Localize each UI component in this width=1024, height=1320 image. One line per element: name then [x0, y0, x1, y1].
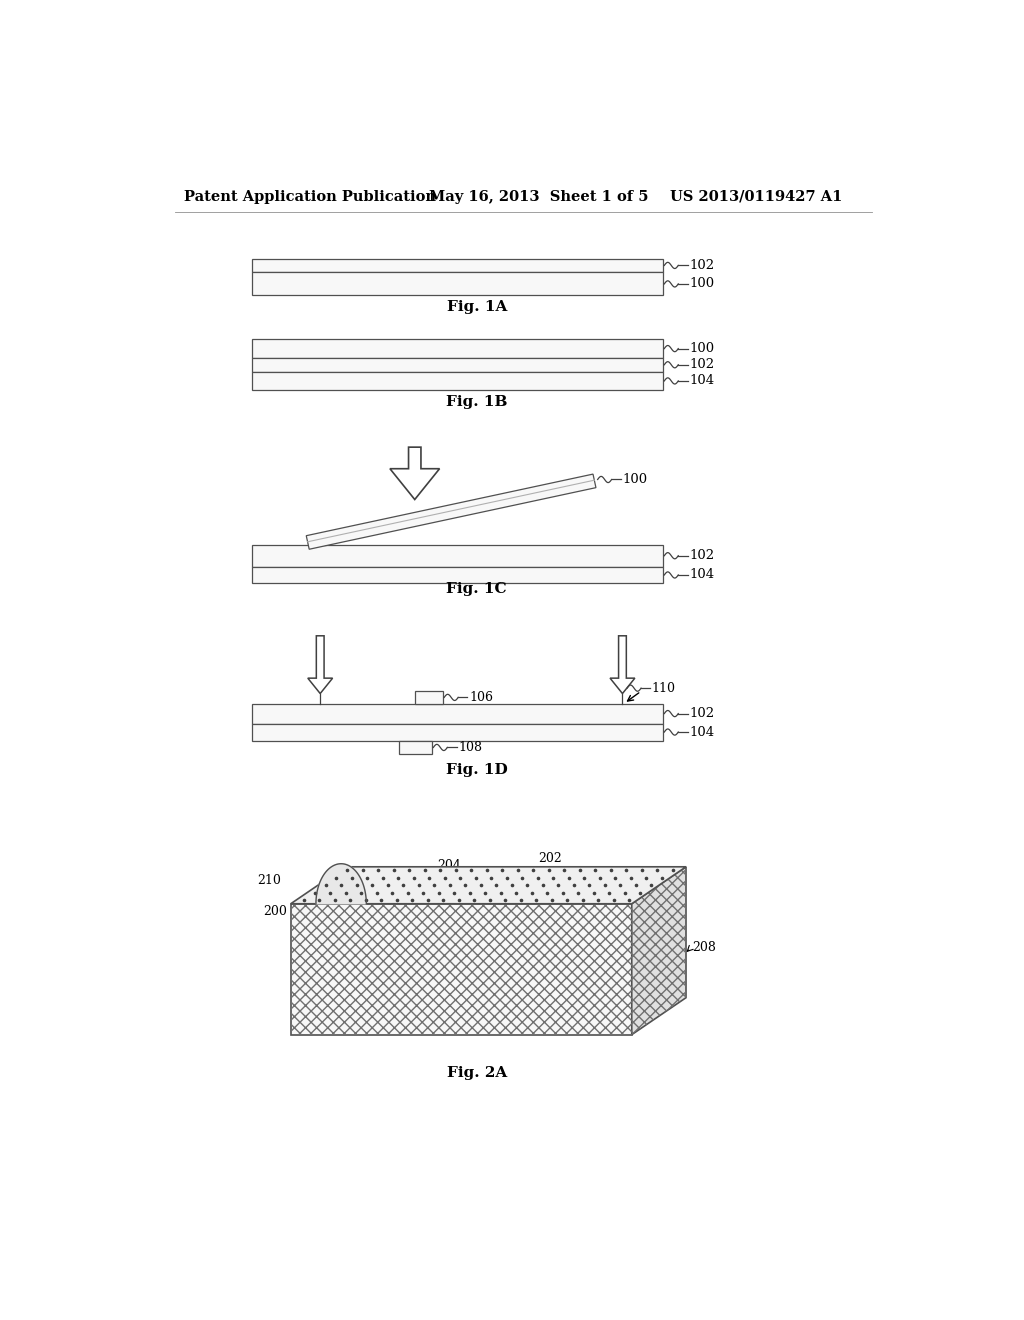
Polygon shape — [291, 867, 686, 904]
Polygon shape — [610, 636, 635, 693]
Text: 204: 204 — [437, 859, 461, 873]
Text: 202: 202 — [539, 853, 562, 865]
Text: 102: 102 — [689, 259, 714, 272]
Bar — [252, 372, 663, 391]
Text: 210: 210 — [258, 874, 282, 887]
Text: Fig. 2A: Fig. 2A — [446, 1067, 507, 1080]
Text: 110: 110 — [652, 681, 676, 694]
Bar — [252, 545, 663, 566]
Text: 200: 200 — [263, 906, 287, 917]
Text: 108: 108 — [458, 741, 482, 754]
Bar — [415, 692, 442, 704]
Text: Patent Application Publication: Patent Application Publication — [183, 190, 436, 203]
Bar — [252, 704, 663, 723]
Text: Fig. 1C: Fig. 1C — [446, 582, 507, 597]
Bar — [252, 358, 663, 372]
Bar — [291, 904, 632, 1035]
Text: Fig. 1B: Fig. 1B — [446, 395, 508, 409]
Text: May 16, 2013  Sheet 1 of 5: May 16, 2013 Sheet 1 of 5 — [429, 190, 648, 203]
Bar — [252, 339, 663, 358]
Polygon shape — [316, 863, 367, 904]
Text: Fig. 1D: Fig. 1D — [445, 763, 508, 777]
Bar — [291, 904, 632, 1035]
Text: 100: 100 — [689, 277, 714, 290]
Polygon shape — [632, 867, 686, 1035]
Text: 102: 102 — [689, 358, 714, 371]
Polygon shape — [308, 636, 333, 693]
Text: 104: 104 — [689, 375, 714, 388]
Bar — [252, 272, 663, 296]
Bar — [252, 723, 663, 741]
Text: Fig. 1A: Fig. 1A — [446, 300, 507, 314]
Polygon shape — [306, 474, 596, 549]
Text: 104: 104 — [689, 726, 714, 739]
Text: 104: 104 — [689, 569, 714, 582]
Text: 100: 100 — [623, 473, 647, 486]
Text: 100: 100 — [689, 342, 714, 355]
Text: 102: 102 — [689, 549, 714, 562]
Text: US 2013/0119427 A1: US 2013/0119427 A1 — [671, 190, 843, 203]
Bar — [399, 741, 432, 755]
Bar — [252, 259, 663, 272]
Polygon shape — [390, 447, 439, 499]
Text: 106: 106 — [469, 690, 493, 704]
Bar — [252, 566, 663, 583]
Text: 102: 102 — [689, 708, 714, 721]
Text: 208: 208 — [692, 941, 716, 954]
